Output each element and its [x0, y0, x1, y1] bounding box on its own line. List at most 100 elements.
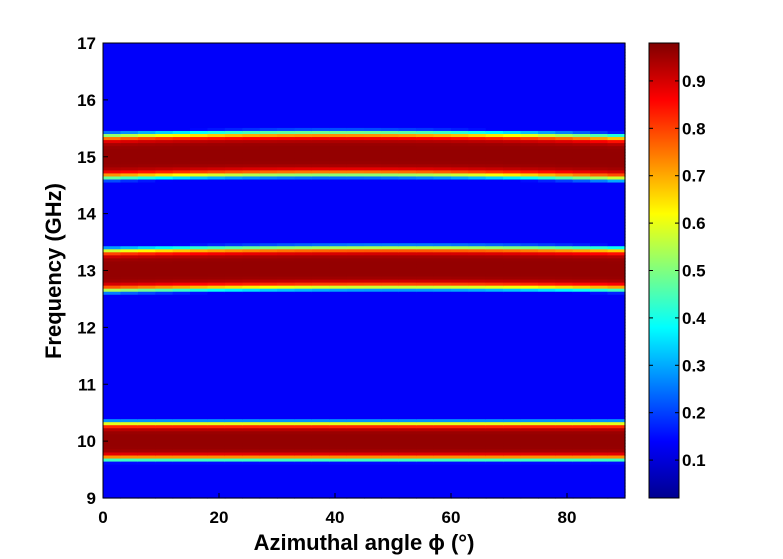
heatmap-cell	[259, 410, 278, 414]
heatmap-cell	[590, 88, 609, 93]
heatmap-cell	[520, 70, 539, 74]
heatmap-cell	[346, 491, 365, 496]
heatmap-cell	[503, 325, 522, 329]
heatmap-cell	[207, 325, 226, 329]
heatmap-cell	[103, 115, 121, 120]
heatmap-cell	[137, 167, 156, 171]
heatmap-cell	[137, 200, 156, 205]
heatmap-cell	[190, 334, 208, 338]
heatmap-cell	[346, 237, 365, 241]
heatmap-cell	[259, 94, 278, 99]
heatmap-cell	[398, 49, 417, 53]
heatmap-cell	[503, 67, 522, 71]
heatmap-cell	[381, 388, 400, 393]
heatmap-cell	[311, 391, 330, 396]
heatmap-cell	[137, 470, 156, 475]
heatmap-cell	[364, 70, 382, 74]
heatmap-cell	[172, 155, 191, 159]
heatmap-cell	[207, 176, 226, 181]
heatmap-cell	[311, 394, 330, 399]
heatmap-cell	[416, 388, 435, 393]
heatmap-cell	[120, 218, 139, 223]
heatmap-cell	[103, 388, 121, 393]
heatmap-cell	[137, 443, 156, 448]
heatmap-cell	[468, 479, 487, 484]
heatmap-cell	[555, 434, 574, 438]
heatmap-cell	[364, 130, 382, 135]
heatmap-cell	[207, 379, 226, 384]
heatmap-cell	[207, 416, 226, 420]
heatmap-cell	[503, 46, 522, 50]
heatmap-cell	[242, 76, 261, 80]
heatmap-cell	[468, 249, 487, 253]
heatmap-cell	[503, 410, 522, 414]
heatmap-cell	[503, 79, 522, 84]
heatmap-cell	[311, 115, 330, 120]
heatmap-cell	[381, 106, 400, 111]
heatmap-cell	[311, 85, 330, 90]
heatmap-cell	[590, 461, 609, 466]
heatmap-cell	[346, 431, 365, 435]
heatmap-cell	[555, 279, 574, 284]
heatmap-cell	[468, 267, 487, 272]
heatmap-cell	[190, 264, 208, 269]
heatmap-cell	[329, 137, 348, 141]
heatmap-cell	[137, 249, 156, 253]
heatmap-cell	[555, 410, 574, 414]
heatmap-cell	[555, 485, 574, 490]
heatmap-cell	[155, 322, 174, 326]
heatmap-cell	[590, 134, 609, 138]
heatmap-cell	[503, 440, 522, 444]
heatmap-cell	[590, 407, 609, 411]
heatmap-cell	[137, 434, 156, 438]
heatmap-cell	[224, 100, 243, 105]
heatmap-cell	[503, 146, 522, 150]
heatmap-cell	[190, 58, 208, 62]
heatmap-cell	[137, 303, 156, 308]
heatmap-cell	[172, 115, 191, 120]
heatmap-cell	[572, 400, 591, 405]
heatmap-cell	[207, 197, 226, 202]
heatmap-cell	[172, 273, 191, 278]
heatmap-cell	[172, 494, 191, 499]
heatmap-cell	[451, 349, 469, 353]
heatmap-cell	[555, 49, 574, 53]
heatmap-cell	[538, 464, 556, 469]
heatmap-cell	[311, 349, 330, 353]
heatmap-cell	[398, 300, 417, 305]
heatmap-cell	[468, 367, 487, 372]
heatmap-cell	[294, 407, 313, 411]
heatmap-cell	[590, 455, 609, 460]
heatmap-cell	[607, 431, 626, 435]
heatmap-cell	[538, 352, 556, 357]
heatmap-cell	[242, 191, 261, 196]
heatmap-cell	[137, 170, 156, 175]
heatmap-cell	[155, 316, 174, 320]
heatmap-cell	[172, 449, 191, 454]
heatmap-cell	[416, 322, 435, 326]
heatmap-cell	[155, 170, 174, 175]
heatmap-cell	[538, 303, 556, 308]
heatmap-cell	[572, 452, 591, 457]
heatmap-cell	[242, 240, 261, 244]
heatmap-cell	[555, 134, 574, 138]
heatmap-cell	[538, 452, 556, 457]
heatmap-cell	[242, 206, 261, 211]
heatmap-cell	[381, 179, 400, 184]
colorbar	[648, 42, 680, 499]
heatmap-cell	[329, 458, 348, 463]
heatmap-cell	[277, 243, 295, 247]
heatmap-cell	[346, 470, 365, 475]
heatmap-cell	[433, 422, 452, 426]
heatmap-cell	[103, 246, 121, 250]
heatmap-cell	[172, 158, 191, 162]
heatmap-cell	[364, 246, 382, 250]
heatmap-cell	[555, 319, 574, 323]
heatmap-cell	[207, 234, 226, 238]
heatmap-cell	[346, 364, 365, 369]
heatmap-cell	[555, 437, 574, 441]
heatmap-cell	[451, 270, 469, 275]
heatmap-cell	[120, 455, 139, 460]
heatmap-cell	[607, 325, 626, 329]
heatmap-cell	[485, 264, 504, 269]
